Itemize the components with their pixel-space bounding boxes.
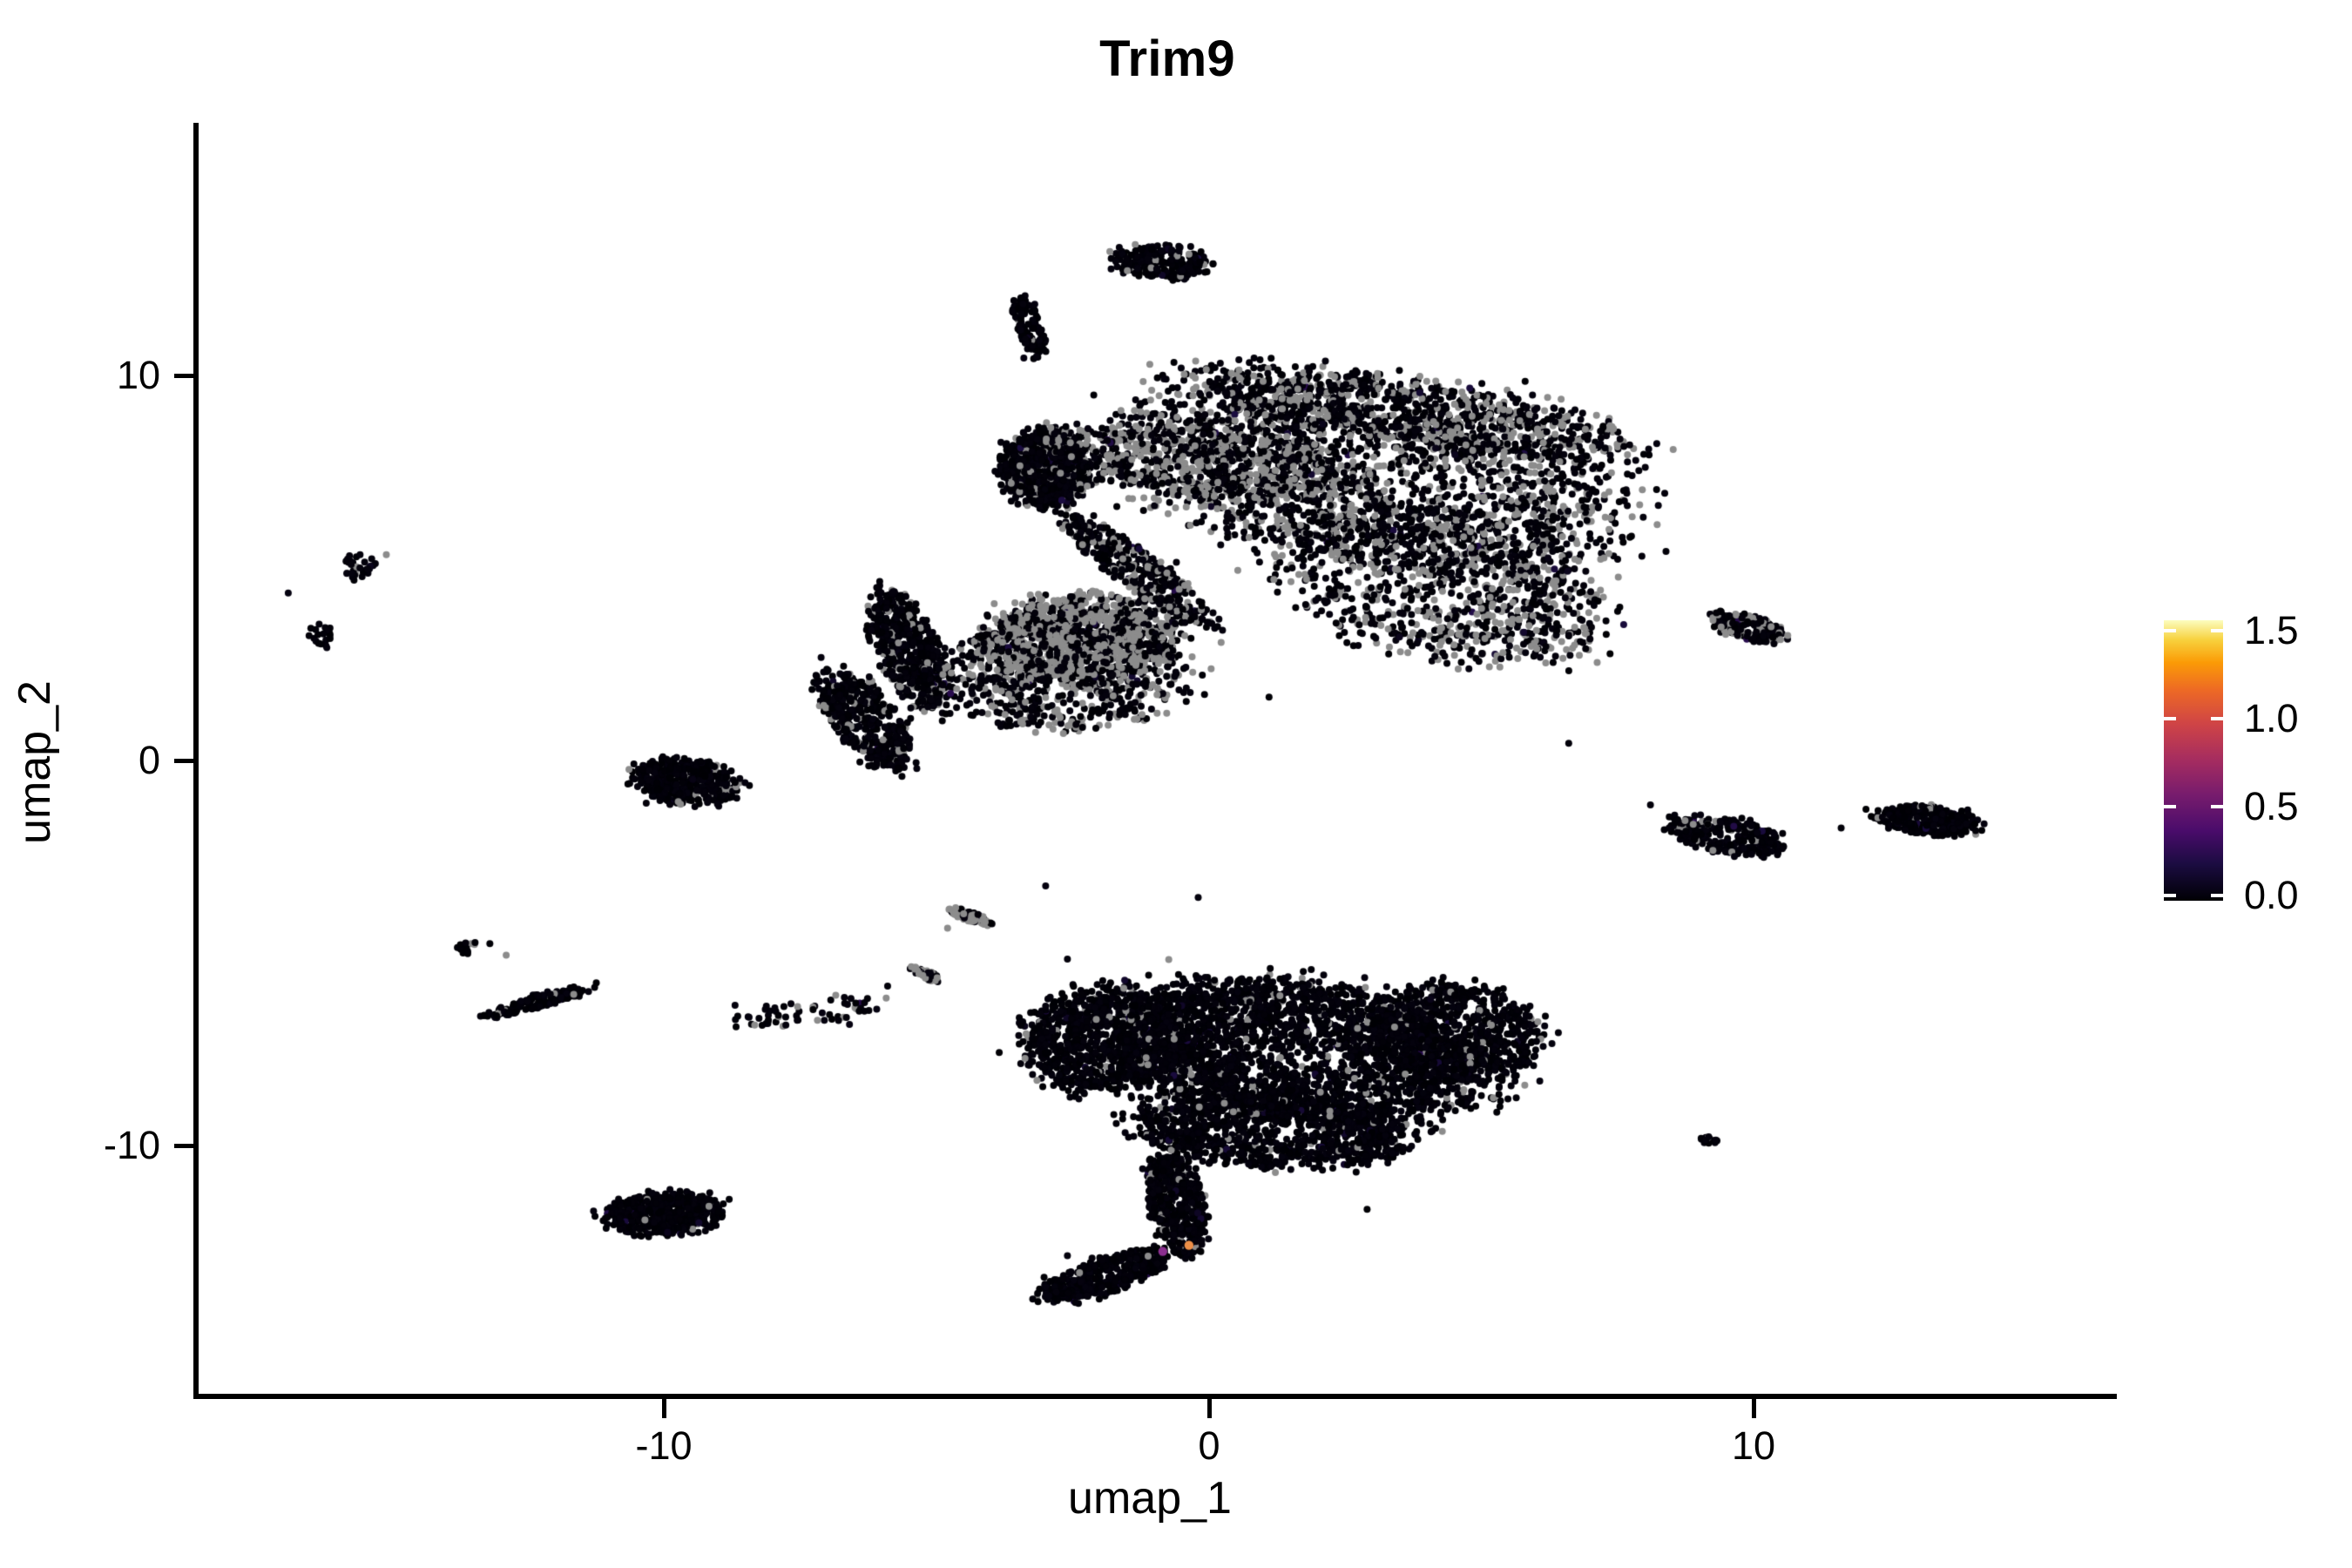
x-axis-line: [193, 1394, 2117, 1399]
x-tick-label: -10: [635, 1423, 693, 1468]
x-tick-mark: [1752, 1399, 1756, 1418]
colorbar-tick: [2164, 629, 2176, 632]
colorbar-tick: [2164, 805, 2176, 808]
colorbar-label: 1.0: [2244, 696, 2299, 740]
x-tick-mark: [662, 1399, 666, 1418]
colorbar-tick: [2211, 805, 2223, 808]
x-tick-label: 10: [1731, 1423, 1776, 1468]
colorbar-tick: [2164, 717, 2176, 720]
colorbar-label: 0.5: [2244, 784, 2299, 828]
y-tick-label: 10: [116, 353, 160, 397]
umap-scatter-canvas: [199, 122, 2117, 1396]
x-axis-title: umap_1: [1068, 1473, 1232, 1524]
colorbar-tick: [2211, 629, 2223, 632]
y-tick-mark: [174, 1144, 193, 1148]
colorbar-label: 1.5: [2244, 608, 2299, 652]
scatter-plot-panel: [199, 122, 2117, 1396]
colorbar-gradient: [2164, 620, 2223, 901]
colorbar-tick: [2164, 894, 2176, 897]
colorbar-label: 0.0: [2244, 873, 2299, 917]
y-tick-mark: [174, 759, 193, 763]
x-tick-mark: [1207, 1399, 1212, 1418]
colorbar-legend: 1.5 1.0 0.5 0.0: [2164, 608, 2299, 917]
y-tick-label: -10: [103, 1123, 160, 1167]
colorbar: [2164, 620, 2223, 901]
y-axis-title: umap_2: [10, 680, 60, 844]
colorbar-tick: [2211, 717, 2223, 720]
y-axis-line: [193, 123, 199, 1397]
page-title: Trim9: [1099, 30, 1235, 87]
y-tick-mark: [174, 374, 193, 378]
y-tick-label: 0: [138, 738, 160, 782]
colorbar-tick: [2211, 894, 2223, 897]
x-tick-label: 0: [1198, 1423, 1220, 1468]
